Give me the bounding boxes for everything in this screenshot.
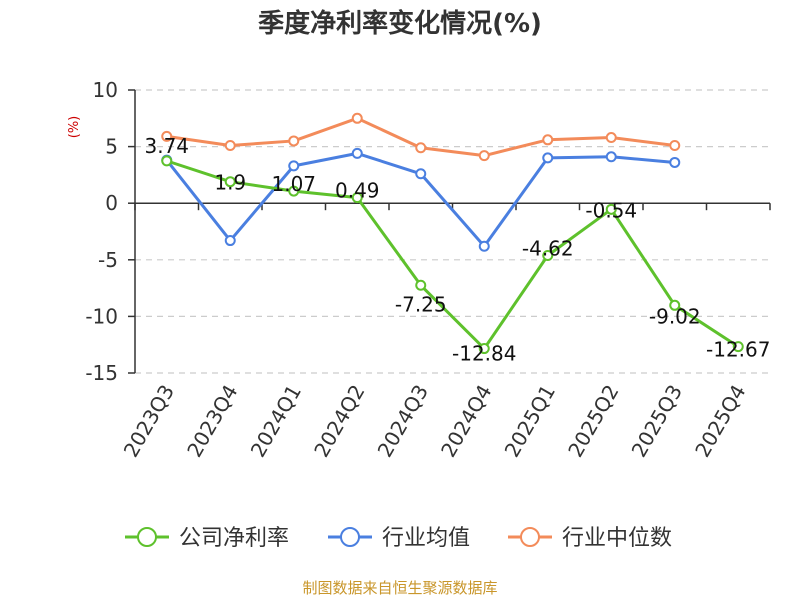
data-point[interactable] bbox=[161, 155, 173, 167]
data-labels: 3.74 1.9 1.07 0.49 -7.25 -12.84 -4.62 -0.54 -9.0… bbox=[144, 134, 770, 366]
data-point[interactable] bbox=[605, 151, 617, 163]
data-label: -12.84 bbox=[452, 342, 516, 366]
legend-label: 行业均值 bbox=[382, 526, 470, 551]
data-point[interactable] bbox=[669, 299, 681, 311]
data-point[interactable] bbox=[542, 249, 554, 261]
legend-item[interactable]: 公司净利率 bbox=[125, 526, 289, 551]
y-tick-label: 0 bbox=[105, 191, 118, 215]
data-point[interactable] bbox=[288, 160, 300, 172]
grid-lines bbox=[135, 89, 770, 374]
data-point[interactable] bbox=[224, 176, 236, 188]
data-point[interactable] bbox=[415, 168, 427, 180]
data-label: -4.62 bbox=[522, 236, 574, 260]
data-label: 1.07 bbox=[271, 172, 316, 196]
x-tick-label: 2023Q4 bbox=[182, 381, 242, 462]
legend-item[interactable]: 行业均值 bbox=[328, 526, 470, 551]
data-point[interactable] bbox=[415, 279, 427, 291]
legend-marker-icon bbox=[137, 527, 157, 547]
data-label: 0.49 bbox=[335, 179, 380, 203]
data-point[interactable] bbox=[732, 341, 744, 353]
data-point[interactable] bbox=[478, 150, 490, 162]
data-label: -7.25 bbox=[395, 292, 447, 316]
data-point[interactable] bbox=[224, 139, 236, 151]
data-point[interactable] bbox=[542, 134, 554, 146]
x-tick-labels: 2023Q3 2023Q4 2024Q1 2024Q2 2024Q3 2024Q4 2025… bbox=[119, 381, 751, 462]
y-tick-label: 10 bbox=[93, 78, 118, 102]
data-point[interactable] bbox=[669, 156, 681, 168]
axes bbox=[128, 89, 771, 374]
x-tick-label: 2025Q2 bbox=[563, 381, 623, 462]
x-tick-label: 2024Q1 bbox=[246, 381, 306, 462]
data-point[interactable] bbox=[288, 135, 300, 147]
legend-marker-icon bbox=[340, 527, 360, 547]
x-tick-label: 2024Q4 bbox=[436, 381, 496, 462]
x-tick-label: 2025Q1 bbox=[500, 381, 560, 462]
data-label: 3.74 bbox=[144, 134, 189, 158]
x-tick-label: 2025Q4 bbox=[690, 381, 750, 462]
series-2 bbox=[161, 112, 681, 162]
data-point[interactable] bbox=[605, 203, 617, 215]
data-point[interactable] bbox=[288, 185, 300, 197]
y-tick-label: -10 bbox=[85, 304, 118, 328]
data-point[interactable] bbox=[415, 142, 427, 154]
data-point[interactable] bbox=[224, 235, 236, 247]
y-tick-labels: 10 5 0 -5 -10 -15 bbox=[85, 78, 118, 385]
legend-label: 公司净利率 bbox=[179, 526, 289, 551]
x-tick-label: 2024Q3 bbox=[373, 381, 433, 462]
data-label: -12.67 bbox=[706, 338, 770, 362]
chart-title: 季度净利率变化情况(%) bbox=[258, 8, 542, 39]
data-point[interactable] bbox=[542, 152, 554, 164]
data-point[interactable] bbox=[351, 112, 363, 124]
series-line bbox=[166, 159, 740, 351]
y-tick-label: -15 bbox=[85, 361, 118, 385]
legend[interactable]: 公司净利率 行业均值 行业中位数 bbox=[125, 526, 672, 551]
data-point[interactable] bbox=[478, 343, 490, 355]
data-label: 1.9 bbox=[214, 171, 246, 195]
data-point[interactable] bbox=[161, 130, 173, 142]
legend-item[interactable]: 行业中位数 bbox=[508, 526, 672, 551]
x-tick-label: 2024Q2 bbox=[309, 381, 369, 462]
legend-marker-icon bbox=[520, 527, 540, 547]
data-point[interactable] bbox=[351, 192, 363, 204]
data-label: -0.54 bbox=[585, 198, 637, 222]
y-tick-label: 5 bbox=[105, 135, 118, 159]
y-axis-unit-label: (%) bbox=[67, 116, 82, 139]
data-point[interactable] bbox=[351, 147, 363, 159]
x-tick-label: 2025Q3 bbox=[627, 381, 687, 462]
source-note: 制图数据来自恒生聚源数据库 bbox=[302, 579, 497, 597]
y-tick-label: -5 bbox=[98, 248, 118, 272]
series-0 bbox=[161, 155, 744, 355]
data-point[interactable] bbox=[669, 139, 681, 151]
x-tick-label: 2023Q3 bbox=[119, 381, 179, 462]
legend-label: 行业中位数 bbox=[562, 526, 672, 551]
data-point[interactable] bbox=[605, 132, 617, 144]
data-label: -9.02 bbox=[649, 304, 701, 328]
series-lines bbox=[161, 112, 744, 355]
data-point[interactable] bbox=[478, 240, 490, 252]
